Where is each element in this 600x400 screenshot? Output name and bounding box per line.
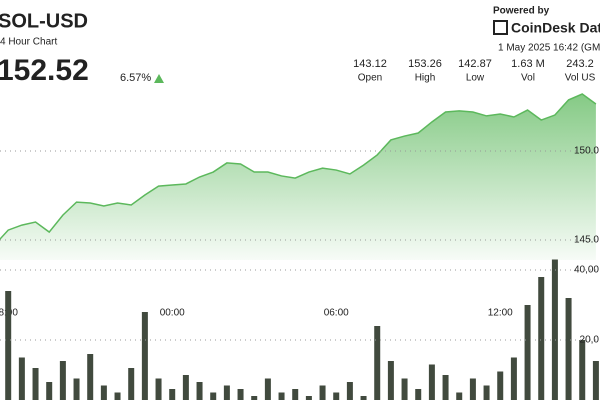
volume-bar bbox=[387, 361, 394, 400]
stat-value: 243.2 bbox=[566, 58, 594, 70]
volume-bar bbox=[305, 396, 312, 400]
volume-bar bbox=[264, 378, 271, 400]
y-tick-label: 150.0 bbox=[574, 146, 599, 157]
stat-value: 153.26 bbox=[408, 58, 442, 70]
volume-bar bbox=[292, 389, 299, 400]
volume-bar bbox=[237, 389, 244, 400]
volume-bar bbox=[196, 382, 203, 400]
volume-bar bbox=[333, 392, 340, 400]
stat-label: High bbox=[415, 73, 436, 84]
volume-bar bbox=[319, 385, 326, 400]
bar-chart: 20,0 40,00 bbox=[0, 259, 600, 400]
volume-bar bbox=[442, 375, 449, 400]
volume-bar bbox=[32, 368, 39, 400]
y-tick-label: 40,00 bbox=[574, 265, 599, 276]
volume-bar bbox=[46, 382, 53, 400]
stat-value: 143.12 bbox=[353, 58, 387, 70]
price: 152.52 bbox=[0, 54, 89, 87]
x-tick-label: 06:00 bbox=[324, 308, 349, 319]
up-arrow bbox=[154, 74, 164, 83]
volume-bar bbox=[73, 378, 80, 400]
volume-bar bbox=[497, 371, 504, 400]
volume-bar bbox=[100, 385, 107, 400]
volume-bar bbox=[169, 389, 176, 400]
volume-bar bbox=[141, 312, 148, 400]
volume-bar bbox=[456, 392, 463, 400]
volume-bar bbox=[114, 392, 121, 400]
volume-bar bbox=[374, 326, 381, 400]
change: 6.57% bbox=[120, 72, 151, 84]
volume-bar bbox=[18, 357, 25, 400]
volume-bar bbox=[182, 375, 189, 400]
powered-by: Powered by bbox=[493, 6, 550, 17]
volume-bar bbox=[483, 385, 490, 400]
brand-logo bbox=[493, 20, 508, 35]
volume-bar bbox=[579, 340, 586, 400]
volume-bar bbox=[128, 368, 135, 400]
volume-bar bbox=[428, 364, 435, 400]
y-tick-label: 20,0 bbox=[580, 335, 600, 346]
stat-label: Open bbox=[358, 73, 382, 84]
volume-bar bbox=[551, 259, 558, 400]
volume-bar bbox=[223, 385, 230, 400]
volume-bar bbox=[538, 277, 545, 400]
symbol: SOL-USD bbox=[0, 10, 88, 32]
x-tick-label: 12:00 bbox=[488, 308, 513, 319]
price-line bbox=[0, 93, 597, 241]
volume-bar bbox=[524, 305, 531, 400]
volume-bar bbox=[469, 378, 476, 400]
stat-value: 1.63 M bbox=[511, 58, 545, 70]
subtitle: 4 Hour Chart bbox=[0, 37, 57, 48]
stat-label: Low bbox=[466, 73, 485, 84]
volume-bar bbox=[210, 392, 217, 400]
volume-bar bbox=[415, 389, 422, 400]
volume-bar bbox=[401, 378, 408, 400]
volume-bar bbox=[346, 382, 353, 400]
volume-bar bbox=[278, 392, 285, 400]
x-tick-label: 00:00 bbox=[160, 308, 185, 319]
stats: 143.12 Open 153.26 High 142.87 Low 1.63 M Vol 24… bbox=[353, 58, 595, 84]
stat-label: Vol US bbox=[565, 73, 596, 84]
brand: CoinDesk Dat bbox=[511, 20, 600, 36]
stat-value: 142.87 bbox=[458, 58, 492, 70]
stat-label: Vol bbox=[521, 73, 535, 84]
volume-bar bbox=[510, 357, 517, 400]
volume-bar bbox=[59, 361, 66, 400]
volume-bar bbox=[592, 361, 599, 400]
volume-bar bbox=[360, 396, 367, 400]
y-tick-label: 145.0 bbox=[574, 235, 599, 246]
volume-bar bbox=[5, 291, 12, 400]
volume-bar bbox=[251, 396, 258, 400]
volume-bar bbox=[155, 378, 162, 400]
volume-bar bbox=[87, 354, 94, 400]
volume-bar bbox=[565, 298, 572, 400]
timestamp: 1 May 2025 16:42 (GM bbox=[498, 43, 600, 54]
